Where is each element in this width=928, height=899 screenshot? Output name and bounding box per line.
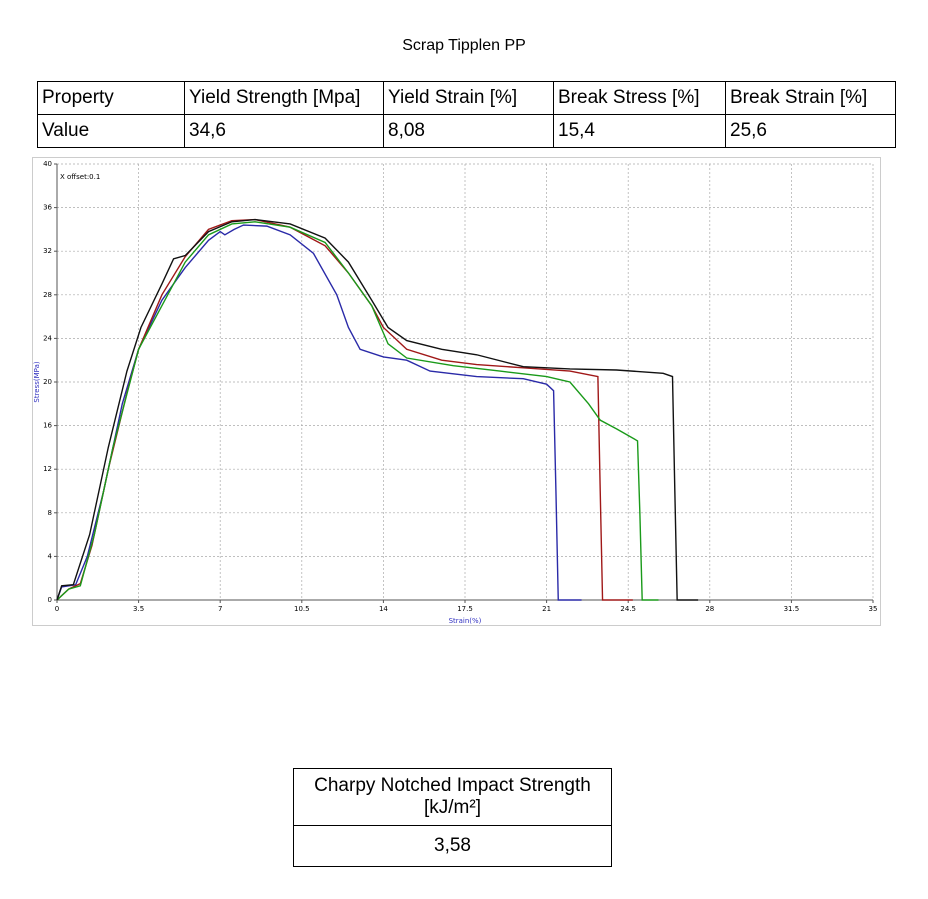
data-line xyxy=(56,218,699,601)
y-tick-label: 20 xyxy=(43,378,52,386)
table-row: Value 34,6 8,08 15,4 25,6 xyxy=(37,114,896,148)
table-cell: Value xyxy=(37,114,185,148)
table-cell: Break Strain [%] xyxy=(725,81,896,115)
data-line xyxy=(56,224,582,601)
x-tick-label: 3.5 xyxy=(133,605,144,613)
x-tick-label: 0 xyxy=(55,605,59,613)
table-cell: 3,58 xyxy=(293,825,612,867)
table-row: 3,58 xyxy=(293,825,612,867)
table-row: Property Yield Strength [Mpa] Yield Stra… xyxy=(37,81,896,115)
y-tick-label: 40 xyxy=(43,160,52,168)
table-cell: 34,6 xyxy=(184,114,384,148)
x-tick-label: 28 xyxy=(705,605,714,613)
y-tick-label: 4 xyxy=(48,552,53,560)
table-cell: Yield Strength [Mpa] xyxy=(184,81,384,115)
x-tick-label: 21 xyxy=(542,605,551,613)
x-tick-label: 31.5 xyxy=(784,605,800,613)
table-header: Charpy Notched Impact Strength [kJ/m²] xyxy=(293,768,612,826)
table-cell: 15,4 xyxy=(553,114,726,148)
x-axis-label: Strain(%) xyxy=(449,617,482,625)
y-tick-label: 24 xyxy=(43,334,52,342)
table-cell: Property xyxy=(37,81,185,115)
annotation: X offset:0.1 xyxy=(60,173,100,181)
table-cell: 8,08 xyxy=(383,114,554,148)
y-axis-label: Stress(MPa) xyxy=(33,361,41,402)
impact-table: Charpy Notched Impact Strength [kJ/m²] 3… xyxy=(293,768,612,867)
x-tick-label: 24.5 xyxy=(620,605,636,613)
table-cell: 25,6 xyxy=(725,114,896,148)
table-cell: Break Stress [%] xyxy=(553,81,726,115)
y-tick-label: 0 xyxy=(48,596,52,604)
y-tick-label: 32 xyxy=(43,247,52,255)
document-title: Scrap Tipplen PP xyxy=(402,37,526,54)
x-tick-label: 10.5 xyxy=(294,605,310,613)
data-line xyxy=(56,221,659,601)
y-tick-label: 8 xyxy=(48,509,52,517)
x-tick-label: 35 xyxy=(869,605,878,613)
table-cell: Yield Strain [%] xyxy=(383,81,554,115)
chart-frame xyxy=(32,157,881,626)
property-table: Property Yield Strength [Mpa] Yield Stra… xyxy=(37,81,896,148)
x-tick-label: 7 xyxy=(218,605,222,613)
y-tick-label: 28 xyxy=(43,291,52,299)
y-tick-label: 16 xyxy=(43,422,52,430)
y-tick-label: 12 xyxy=(43,465,52,473)
y-tick-label: 36 xyxy=(43,204,52,212)
x-tick-label: 17.5 xyxy=(457,605,473,613)
chart: X offset:0.1 Strain(%) Stress(MPa) 0 4 8 12… xyxy=(32,157,881,626)
table-row: Charpy Notched Impact Strength [kJ/m²] xyxy=(293,768,612,826)
x-tick-label: 14 xyxy=(379,605,388,613)
